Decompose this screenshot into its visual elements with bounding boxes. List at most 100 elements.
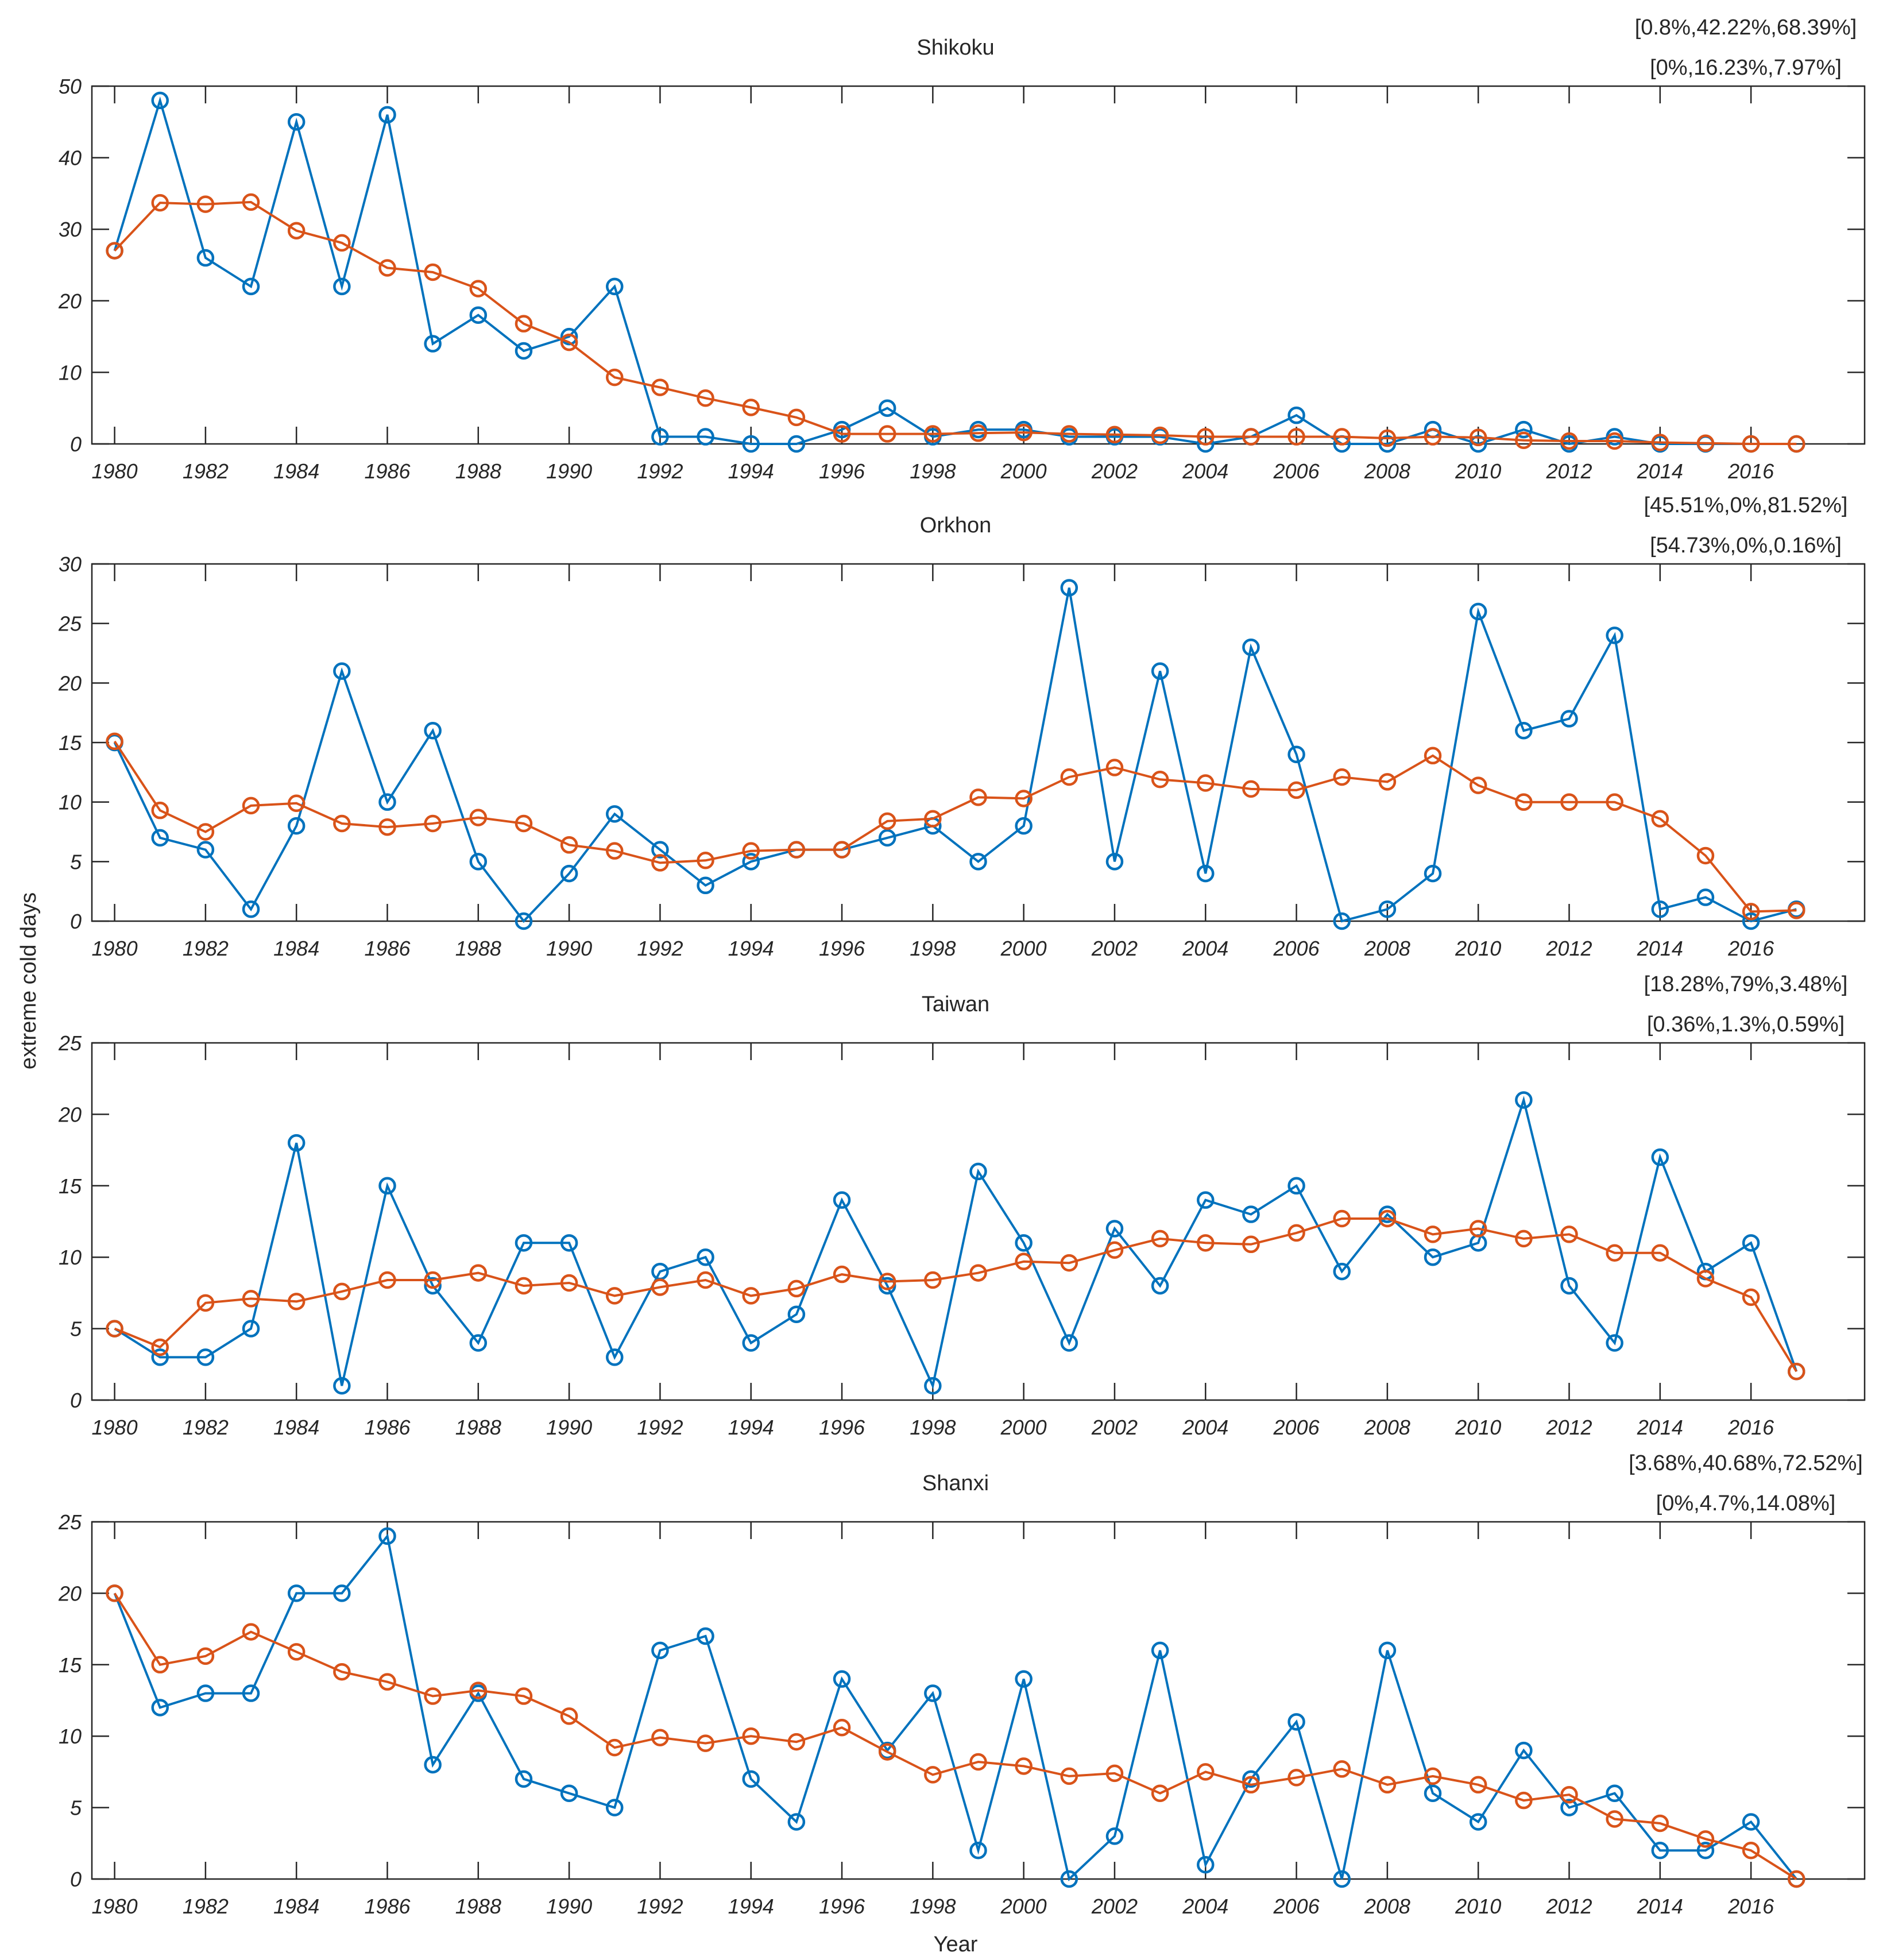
- data-point-observed: [424, 1756, 442, 1774]
- data-point-observed: [1651, 1841, 1669, 1860]
- data-point-smoothed: [424, 1687, 442, 1705]
- series-line-smoothed: [113, 1592, 1797, 1880]
- data-point-observed: [1105, 1827, 1124, 1845]
- data-point-smoothed: [1015, 790, 1033, 807]
- series-line-observed: [113, 587, 1797, 923]
- data-point-smoothed: [878, 1273, 896, 1290]
- data-point-observed: [697, 428, 714, 446]
- data-point-smoothed: [878, 425, 896, 443]
- data-point-observed: [606, 1348, 624, 1366]
- data-point-observed: [1560, 1799, 1578, 1816]
- x-tick-label: 1988: [455, 937, 501, 960]
- data-point-smoothed: [196, 1647, 215, 1665]
- data-point-smoothed: [378, 1271, 396, 1289]
- data-point-smoothed: [1060, 768, 1078, 786]
- data-point-smoothed: [515, 315, 533, 333]
- x-tick-label: 2012: [1545, 1895, 1592, 1918]
- x-tick-label: 1990: [546, 1416, 592, 1439]
- y-tick-label: 5: [70, 1796, 82, 1820]
- data-point-observed: [333, 1584, 351, 1602]
- x-tick-label: 1980: [92, 1895, 138, 1918]
- data-point-observed: [1515, 1091, 1533, 1109]
- x-tick-label: 1996: [819, 1416, 865, 1439]
- y-tick-label: 5: [70, 850, 82, 873]
- y-tick-label: 25: [58, 1510, 82, 1534]
- data-point-smoothed: [515, 1277, 533, 1295]
- x-tick-label: 1990: [546, 459, 592, 483]
- data-point-observed: [196, 1348, 215, 1366]
- x-tick-label: 2014: [1637, 937, 1683, 960]
- data-point-smoothed: [1197, 1234, 1215, 1252]
- y-tick-label: 20: [58, 1582, 82, 1605]
- data-point-smoothed: [287, 222, 306, 239]
- data-point-smoothed: [1651, 434, 1669, 451]
- data-point-observed: [1197, 1191, 1215, 1209]
- data-point-observed: [1287, 745, 1305, 763]
- data-point-observed: [560, 1784, 578, 1802]
- data-point-observed: [1606, 627, 1623, 644]
- y-tick-label: 25: [58, 1031, 82, 1055]
- x-tick-label: 2008: [1364, 1895, 1410, 1918]
- x-tick-label: 2000: [1000, 1416, 1047, 1439]
- data-point-observed: [1651, 900, 1669, 918]
- data-point-smoothed: [1105, 1241, 1124, 1259]
- x-tick-label: 2010: [1455, 1895, 1501, 1918]
- data-point-observed: [787, 1305, 806, 1323]
- x-tick-label: 1998: [910, 1895, 956, 1918]
- data-point-observed: [515, 912, 533, 930]
- data-point-observed: [969, 853, 987, 871]
- data-point-smoothed: [378, 1673, 396, 1691]
- data-point-smoothed: [1151, 1784, 1169, 1802]
- data-point-smoothed: [1242, 1235, 1260, 1254]
- data-point-observed: [1015, 817, 1033, 835]
- data-point-observed: [196, 249, 215, 267]
- annotation-bottom: [0%,4.7%,14.08%]: [1656, 1491, 1836, 1516]
- data-point-observed: [1105, 853, 1124, 871]
- data-point-observed: [606, 1799, 624, 1816]
- data-point-observed: [287, 817, 306, 835]
- data-point-smoothed: [287, 1293, 306, 1310]
- y-tick-label: 0: [70, 910, 82, 933]
- annotation-top: [0.8%,42.22%,68.39%]: [1635, 16, 1857, 40]
- data-point-smoothed: [287, 1643, 306, 1661]
- series-line-smoothed: [114, 1217, 1798, 1373]
- x-tick-label: 2014: [1637, 1895, 1683, 1918]
- data-point-smoothed: [1515, 431, 1533, 450]
- data-point-smoothed: [1151, 1230, 1169, 1248]
- data-point-smoothed: [515, 1687, 533, 1705]
- data-point-smoothed: [106, 732, 123, 751]
- data-point-observed: [1060, 579, 1078, 597]
- x-tick-label: 1996: [819, 937, 865, 960]
- data-point-observed: [1424, 1248, 1442, 1266]
- y-tick-label: 20: [58, 289, 82, 313]
- data-point-smoothed: [1469, 428, 1487, 447]
- data-point-smoothed: [1742, 1841, 1760, 1860]
- series-line-observed: [113, 1533, 1797, 1881]
- data-point-observed: [833, 1191, 851, 1209]
- data-point-smoothed: [1424, 1226, 1442, 1243]
- y-tick-label: 50: [59, 75, 82, 98]
- data-point-smoothed: [924, 1766, 942, 1784]
- x-tick-label: 1980: [92, 1416, 138, 1439]
- data-point-smoothed: [969, 1264, 987, 1282]
- x-tick-label: 2006: [1273, 937, 1320, 960]
- y-tick-label: 5: [70, 1317, 82, 1341]
- data-point-observed: [424, 335, 442, 353]
- x-tick-label: 1990: [546, 1895, 592, 1918]
- data-point-smoothed: [833, 841, 851, 859]
- data-point-observed: [1060, 1870, 1078, 1888]
- data-point-smoothed: [1378, 773, 1397, 791]
- data-point-smoothed: [469, 280, 488, 297]
- data-point-smoothed: [697, 389, 714, 407]
- data-point-smoothed: [242, 1623, 260, 1641]
- data-point-smoothed: [1651, 1814, 1669, 1833]
- data-point-observed: [1197, 864, 1215, 883]
- annotation-bottom: [0%,16.23%,7.97%]: [1650, 56, 1842, 80]
- data-point-observed: [424, 1277, 442, 1295]
- data-point-smoothed: [1696, 1270, 1715, 1288]
- data-point-smoothed: [333, 1663, 351, 1681]
- x-tick-label: 1980: [92, 459, 138, 483]
- data-point-smoothed: [697, 1271, 714, 1289]
- data-point-smoothed: [1606, 1810, 1623, 1828]
- x-tick-label: 1998: [910, 459, 956, 483]
